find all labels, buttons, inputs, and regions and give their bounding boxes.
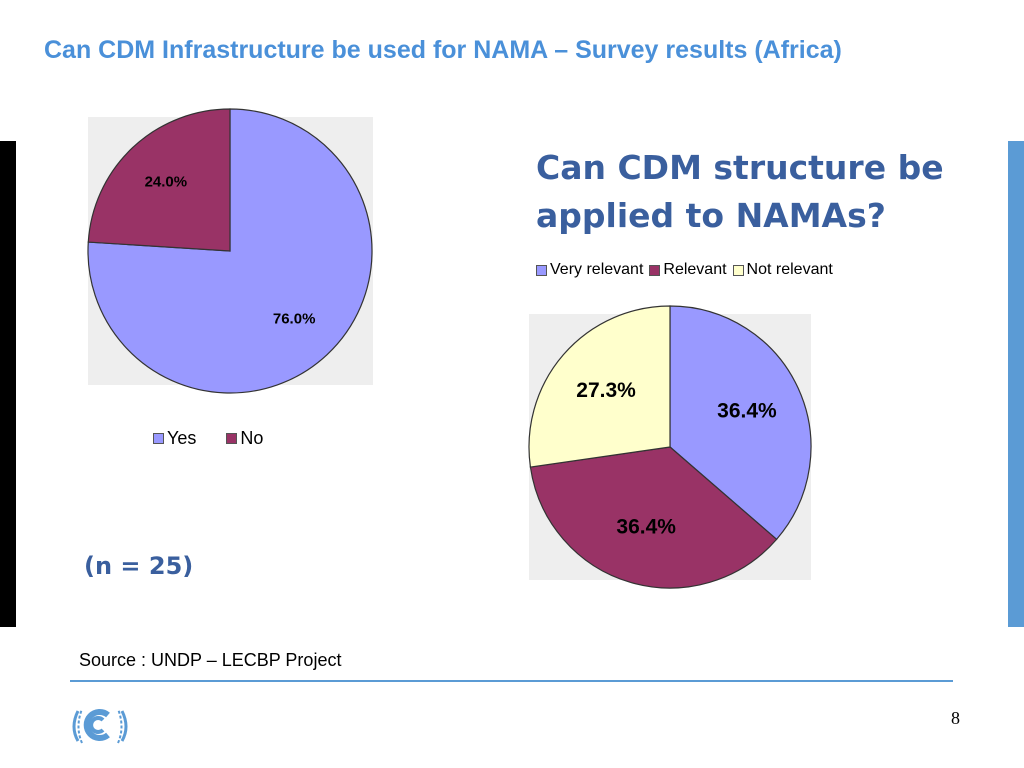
chart2-legend-swatch (732, 264, 744, 276)
chart2-data-label: 36.4% (717, 399, 777, 422)
chart2-legend-item: Relevant (649, 261, 727, 279)
slide-title: Can CDM Infrastructure be used for NAMA … (44, 36, 842, 64)
chart1-data-label: 76.0% (273, 310, 316, 327)
unfccc-logo-icon (72, 708, 128, 744)
chart2-pie: 36.4% 36.4% 27.3% (528, 305, 812, 589)
chart2-legend-swatch (649, 264, 661, 276)
chart2-slice-very-relevant (669, 305, 812, 541)
sample-size-label: (n = 25) (84, 552, 194, 580)
chart1-legend-swatch (226, 433, 238, 444)
chart2-data-label: 36.4% (616, 516, 676, 539)
source-note: Source : UNDP – LECBP Project (79, 650, 342, 670)
left-accent-bar (0, 141, 16, 627)
page-number: 8 (951, 708, 960, 728)
chart2-legend: Very relevant Relevant Not relevant (536, 261, 839, 279)
chart1-legend: Yes No (153, 428, 293, 449)
chart2-title: Can CDM structure be applied to NAMAs? (536, 148, 944, 235)
chart2-legend-label: Relevant (663, 261, 727, 278)
chart2-legend-swatch (536, 264, 547, 276)
footer-divider (70, 680, 953, 682)
chart1-pie: 76.0% 24.0% (87, 108, 373, 394)
chart2-slice-not-relevant (528, 305, 671, 468)
chart1-legend-swatch (153, 433, 164, 444)
chart1-slice-yes (87, 108, 373, 394)
chart2-legend-label: Very relevant (550, 261, 644, 278)
chart2-data-label: 27.3% (576, 379, 636, 402)
chart1-data-label: 24.0% (145, 174, 188, 191)
right-accent-bar (1008, 141, 1024, 627)
chart1-legend-label: No (240, 428, 264, 448)
chart2-legend-item: Not relevant (732, 261, 833, 279)
chart2-slice-relevant (529, 446, 778, 589)
chart1-legend-item: Yes (153, 428, 196, 449)
chart1-legend-item: No (226, 428, 263, 449)
chart2-legend-label: Not relevant (746, 261, 833, 278)
chart1-slice-no (87, 108, 231, 252)
chart1-legend-label: Yes (167, 428, 197, 448)
chart2-legend-item: Very relevant (536, 261, 643, 279)
